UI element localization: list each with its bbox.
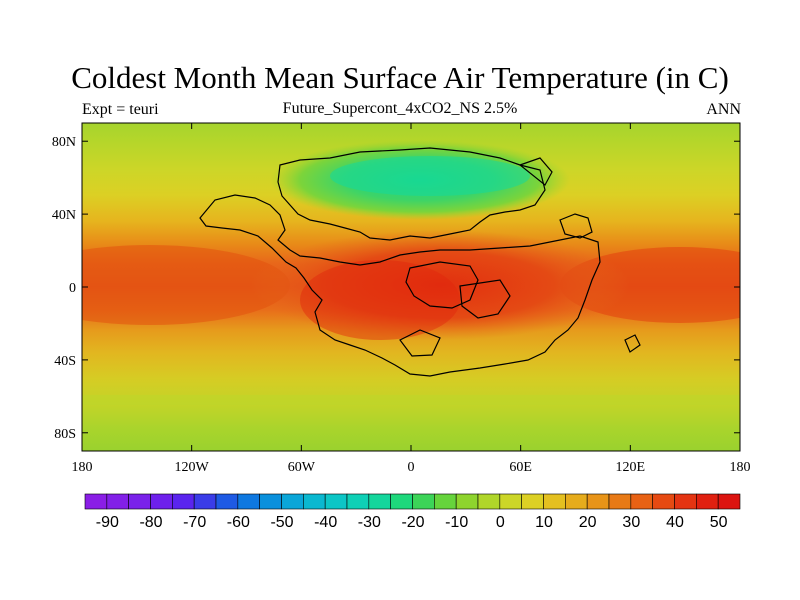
- colorbar-box: [303, 493, 326, 510]
- colorbar-box: [237, 493, 260, 510]
- colorbar-box: [346, 493, 370, 510]
- season-label: ANN: [706, 101, 741, 118]
- x-tick-label: 60E: [509, 460, 532, 475]
- colorbar-box: [586, 493, 610, 510]
- experiment-label: Expt = teuri: [82, 101, 159, 118]
- x-tick-label: 180: [730, 460, 751, 475]
- colorbar-box: [368, 493, 391, 510]
- colorbar-box: [630, 493, 653, 510]
- colorbar-box: [565, 493, 588, 510]
- x-tick-label: 180: [72, 460, 93, 475]
- colorbar-box: [259, 493, 282, 510]
- x-tick-label: 120W: [175, 460, 210, 475]
- x-tick-label: 0: [408, 460, 415, 475]
- colorbar-label: -80: [139, 514, 162, 531]
- colorbar-box: [696, 493, 719, 510]
- colorbar-box: [521, 493, 544, 510]
- y-tick-label: 40S: [54, 354, 76, 369]
- colorbar-box: [106, 493, 129, 510]
- colorbar-box: [543, 493, 566, 510]
- colorbar-box: [150, 493, 173, 510]
- colorbar-label: -30: [358, 514, 381, 531]
- page-title: Coldest Month Mean Surface Air Temperatu…: [71, 60, 729, 95]
- colorbar-box: [455, 493, 479, 510]
- colorbar-box: [608, 493, 632, 510]
- colorbar: -90 -80 -70 -60 -50 -40 -30 -20 -10 0 10 20 30 40 50: [84, 493, 741, 531]
- colorbar-label: -40: [314, 514, 337, 531]
- colorbar-box: [412, 493, 435, 510]
- colorbar-label: 20: [579, 514, 597, 531]
- colorbar-label: 40: [666, 514, 684, 531]
- colorbar-box: [390, 493, 413, 510]
- colorbar-label: -90: [96, 514, 119, 531]
- y-axis: 80N 40N 0 40S 80S: [52, 135, 740, 442]
- colorbar-label: -70: [183, 514, 206, 531]
- colorbar-box: [84, 493, 108, 510]
- colorbar-box: [193, 493, 217, 510]
- colorbar-label: 0: [496, 514, 505, 531]
- colorbar-label: 50: [710, 514, 728, 531]
- colorbar-label: -50: [270, 514, 293, 531]
- colorbar-box: [324, 493, 348, 510]
- y-tick-label: 80S: [54, 427, 76, 442]
- x-tick-label: 60W: [288, 460, 316, 475]
- x-axis: 180 120W 60W 0 60E 120E 180: [72, 123, 751, 475]
- y-tick-label: 40N: [52, 208, 76, 223]
- colorbar-label: 10: [535, 514, 553, 531]
- colorbar-box: [674, 493, 697, 510]
- colorbar-box: [215, 493, 239, 510]
- colorbar-label: -10: [445, 514, 468, 531]
- colorbar-box: [172, 493, 195, 510]
- y-tick-label: 0: [69, 281, 76, 296]
- colorbar-box: [717, 493, 741, 510]
- scenario-label: Future_Supercont_4xCO2_NS 2.5%: [282, 100, 518, 117]
- colorbar-label: -60: [227, 514, 250, 531]
- y-tick-label: 80N: [52, 135, 76, 150]
- x-tick-label: 120E: [616, 460, 646, 475]
- continent-outline: [199, 147, 641, 377]
- colorbar-box: [477, 493, 501, 510]
- colorbar-box: [652, 493, 675, 510]
- colorbar-box: [434, 493, 457, 510]
- colorbar-box: [281, 493, 304, 510]
- colorbar-box: [499, 493, 522, 510]
- colorbar-box: [128, 493, 151, 510]
- temperature-field: [82, 123, 740, 451]
- colorbar-label: -20: [401, 514, 424, 531]
- colorbar-label: 30: [622, 514, 640, 531]
